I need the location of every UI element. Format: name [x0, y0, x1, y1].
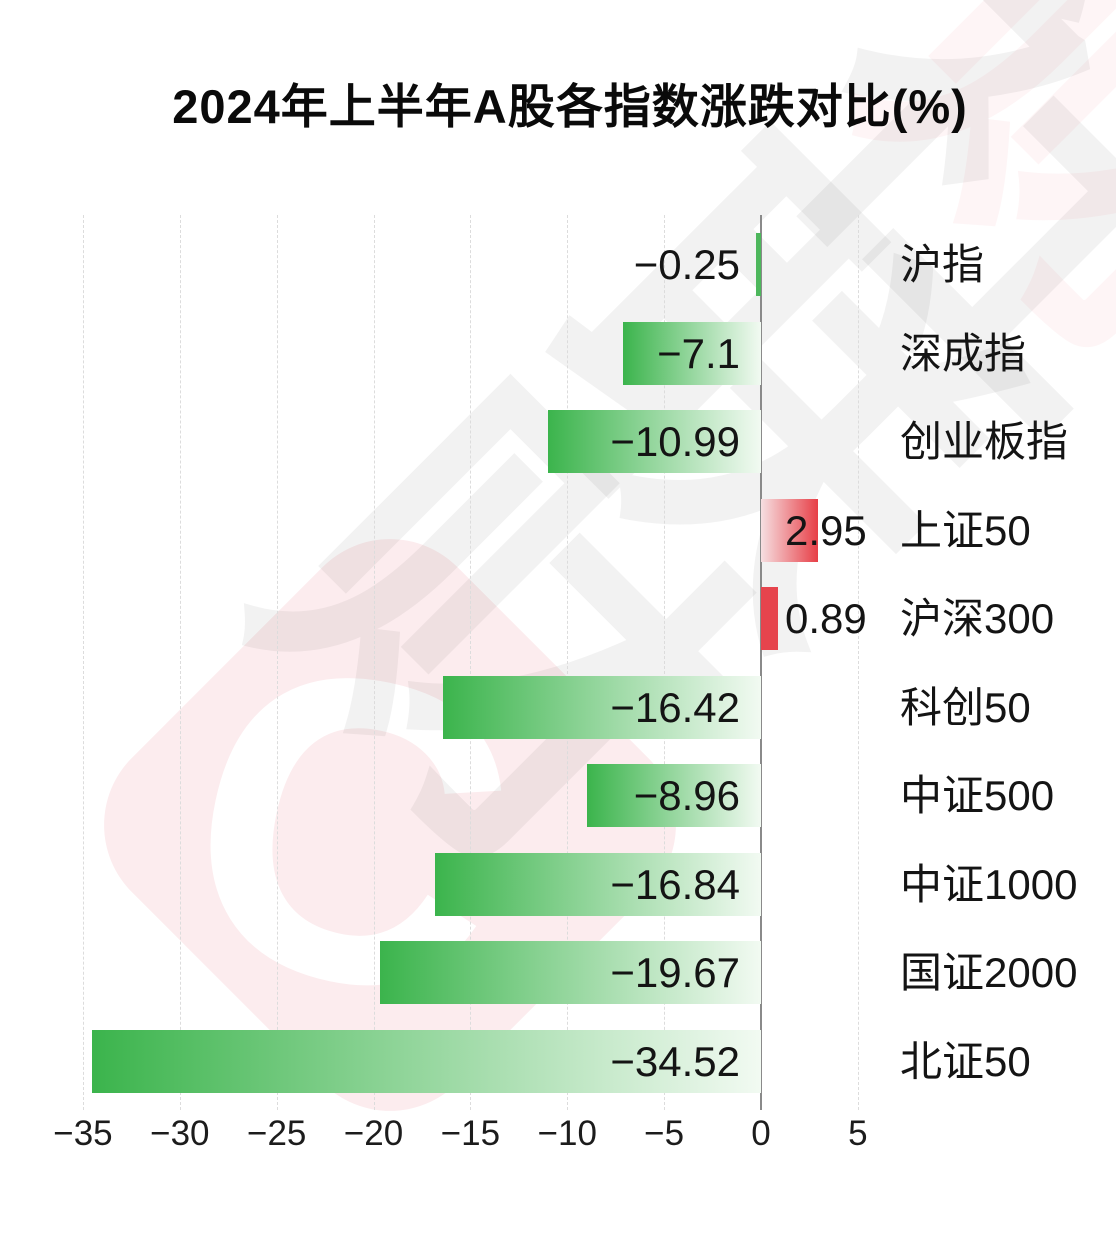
bar-value-label: 0.89 — [785, 595, 867, 642]
bar — [761, 499, 819, 562]
bar-category-label: 北证50 — [900, 1038, 1031, 1085]
gridline — [276, 215, 278, 1110]
zero-axis-line — [760, 215, 762, 1110]
bar-value-label: −34.52 — [610, 1038, 740, 1085]
gridline — [82, 215, 84, 1110]
bar-category-label: 深成指 — [900, 330, 1027, 377]
bar-value-label: −10.99 — [610, 418, 740, 465]
bar-value-label: −7.1 — [657, 330, 740, 377]
x-tick-label: 0 — [751, 1114, 771, 1153]
gridline — [179, 215, 181, 1110]
bar-category-label: 科创50 — [900, 684, 1031, 731]
gridline — [857, 215, 859, 1110]
bar-category-label: 创业板指 — [900, 418, 1069, 465]
bar-value-label: −19.67 — [610, 949, 740, 996]
bar-category-label: 上证50 — [900, 507, 1031, 554]
bar — [756, 233, 761, 296]
gridline — [373, 215, 375, 1110]
chart-title: 2024年上半年A股各指数涨跌对比(%) — [172, 80, 968, 133]
bar — [548, 410, 761, 473]
bar-category-label: 国证2000 — [900, 949, 1078, 996]
bar-value-label: −16.42 — [610, 684, 740, 731]
bar-category-label: 沪深300 — [900, 595, 1055, 642]
bar — [761, 587, 779, 650]
bar-category-label: 中证1000 — [900, 861, 1078, 908]
bar — [623, 322, 761, 385]
bar-value-label: −0.25 — [633, 241, 740, 288]
bar-category-label: 沪指 — [900, 241, 985, 288]
bar-value-label: −16.84 — [610, 861, 740, 908]
x-tick-label: 5 — [848, 1114, 868, 1153]
bar-category-label: 中证500 — [900, 772, 1055, 819]
bar-value-label: −8.96 — [633, 772, 740, 819]
bar-value-label: 2.95 — [785, 507, 867, 554]
